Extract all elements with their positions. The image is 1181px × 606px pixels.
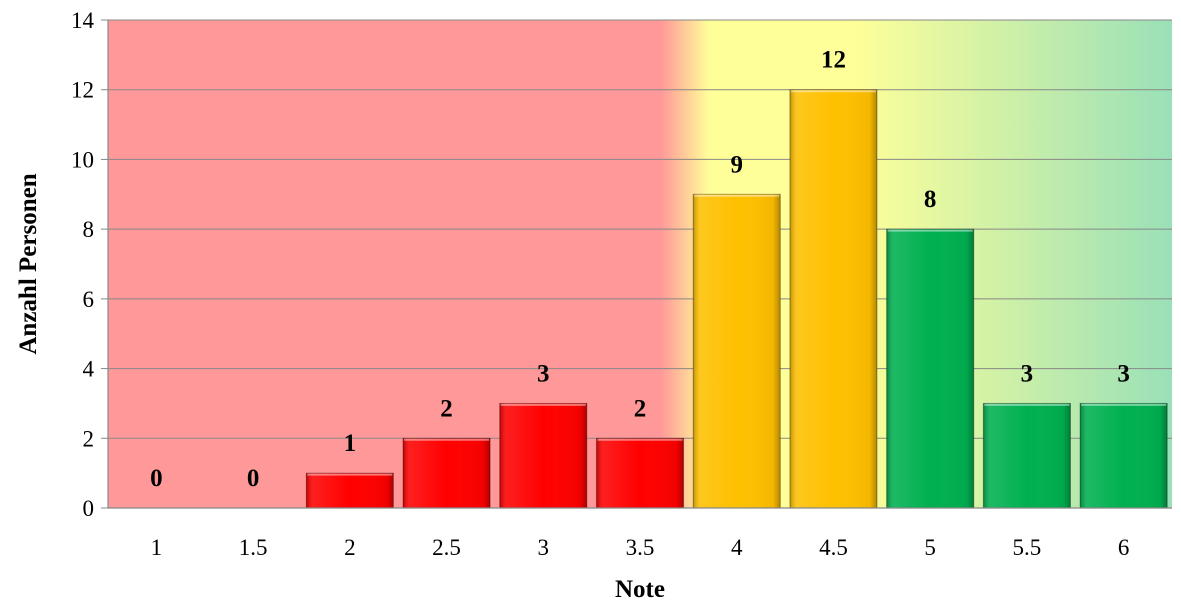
data-label: 3	[537, 360, 550, 387]
x-tick-label: 1.5	[239, 535, 268, 560]
x-axis-title: Note	[615, 576, 665, 603]
x-tick-label: 4.5	[819, 535, 848, 560]
y-axis-title: Anzahl Personen	[15, 173, 42, 354]
x-tick-label: 2.5	[432, 535, 461, 560]
bar-shading	[789, 89, 877, 508]
data-label: 2	[634, 395, 647, 422]
data-label: 0	[247, 465, 260, 492]
x-tick-labels: 1 1.5 2 2.5 3 3.5 4 4.5 5 5.5 6	[151, 535, 1130, 560]
bar-shading	[983, 403, 1071, 508]
data-label: 12	[821, 47, 846, 74]
x-tick-label: 5	[924, 535, 936, 560]
y-tick-label: 8	[83, 217, 95, 242]
bar-shading	[306, 473, 394, 508]
y-tick-labels: 0 2 4 6 8 10 12 14	[71, 8, 95, 521]
data-label: 2	[440, 395, 453, 422]
y-tick-label: 4	[83, 357, 95, 382]
bar-shading	[693, 194, 781, 509]
data-label: 3	[1021, 360, 1034, 387]
data-label: 3	[1117, 360, 1130, 387]
x-tick-label: 2	[344, 535, 356, 560]
y-tick-label: 12	[71, 78, 94, 103]
y-tick-label: 10	[71, 147, 94, 172]
x-tick-label: 5.5	[1013, 535, 1042, 560]
bar-shading	[1080, 403, 1168, 508]
x-tick-label: 6	[1118, 535, 1130, 560]
data-label: 1	[344, 430, 357, 457]
y-tick-label: 2	[83, 426, 95, 451]
x-tick-label: 4	[731, 535, 743, 560]
y-tick-label: 0	[83, 496, 95, 521]
x-tick-label: 3.5	[626, 535, 655, 560]
x-tick-label: 3	[538, 535, 550, 560]
bar-shading	[499, 403, 587, 508]
data-label: 9	[730, 151, 743, 178]
data-label: 0	[150, 465, 163, 492]
data-label: 8	[924, 186, 937, 213]
bar-shading	[403, 438, 491, 508]
bars	[305, 89, 1168, 509]
x-tick-label: 1	[151, 535, 163, 560]
bar-shading	[596, 438, 684, 508]
y-tick-label: 6	[83, 287, 95, 312]
y-tick-label: 14	[71, 8, 95, 33]
bar-shading	[886, 229, 974, 508]
